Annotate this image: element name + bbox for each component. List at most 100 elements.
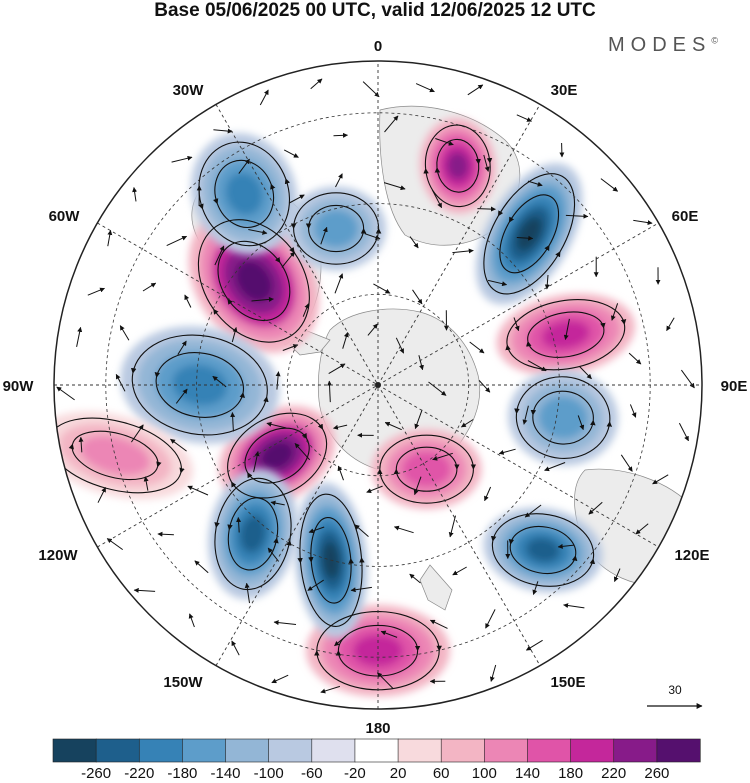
lon-label-150e: 150E xyxy=(550,674,585,691)
wind-arrow xyxy=(56,386,75,401)
wind-arrow xyxy=(78,436,84,453)
lon-label-30w: 30W xyxy=(173,82,205,99)
wind-arrow xyxy=(170,438,187,452)
wind-arrow xyxy=(251,296,274,302)
wind-arrow xyxy=(350,586,372,593)
streamline xyxy=(227,262,291,322)
wind-arrow xyxy=(367,323,378,336)
wind-arrow xyxy=(452,566,467,576)
positive-anomaly-center xyxy=(419,117,496,214)
streamline xyxy=(530,390,594,421)
streamline xyxy=(197,219,295,310)
wind-arrow xyxy=(633,219,653,226)
wind-arrow xyxy=(267,547,279,562)
wind-arrow xyxy=(380,630,398,638)
streamline xyxy=(305,204,365,230)
wind-arrow xyxy=(307,579,324,591)
colorbar-swatch xyxy=(397,738,442,763)
wind-arrow xyxy=(334,635,347,647)
wind-arrow xyxy=(620,454,633,472)
streamline-loop xyxy=(54,417,185,494)
streamline-loop xyxy=(505,299,627,371)
streamline xyxy=(499,221,550,274)
anomaly-contour-band xyxy=(526,537,560,563)
wind-arrow xyxy=(524,504,542,518)
wind-arrow xyxy=(452,248,474,254)
anomaly-contour-band xyxy=(260,441,294,470)
wind-arrow xyxy=(166,235,188,247)
streamline xyxy=(379,434,477,470)
wind-arrow xyxy=(409,236,419,249)
wind-arrow xyxy=(513,317,520,332)
wind-arrow xyxy=(175,388,188,404)
wind-arrow xyxy=(328,363,346,375)
vector-scale-label: 30 xyxy=(668,683,682,697)
streamline xyxy=(434,163,480,193)
anomaly-contour-band xyxy=(235,260,273,302)
colorbar-tick-label: 100 xyxy=(471,765,497,782)
wind-arrow xyxy=(383,182,406,191)
colorbar-tick-label: 60 xyxy=(432,765,450,782)
longitude-labels: 0 30E 60E 90E 120E 150E 180 150W 120W 90… xyxy=(3,38,748,737)
wind-arrow xyxy=(666,317,675,332)
wind-arrow xyxy=(393,525,414,534)
colorbar-swatch xyxy=(527,738,572,763)
wind-arrow xyxy=(87,287,105,296)
wind-arrow xyxy=(334,273,344,294)
colorbar-tick-label: 220 xyxy=(601,765,627,782)
wind-arrow xyxy=(253,451,260,473)
colorbar-tick-label: 20 xyxy=(389,765,407,782)
colorbar-tick-label: 260 xyxy=(644,765,670,782)
wind-arrow xyxy=(76,326,83,348)
wind-arrow xyxy=(577,415,585,431)
streamline-loop xyxy=(297,493,365,627)
wind-arrow xyxy=(384,422,402,431)
wind-arrow xyxy=(281,251,295,268)
colorbar-swatch xyxy=(52,738,97,763)
copyright-mark: © xyxy=(711,35,718,46)
wind-arrow xyxy=(628,352,642,365)
new-zealand-outline xyxy=(419,564,453,611)
wind-arrow xyxy=(143,476,149,491)
vector-scale: 30 xyxy=(647,683,703,709)
wind-arrow xyxy=(97,487,107,503)
streamline xyxy=(230,428,328,499)
wind-arrow xyxy=(527,360,547,372)
wind-arrow xyxy=(415,83,435,93)
wind-arrow xyxy=(532,581,539,595)
disc-border xyxy=(53,60,703,710)
wind-arrow xyxy=(283,149,299,158)
streamline xyxy=(337,624,421,652)
wind-arrow xyxy=(384,115,399,133)
streamline xyxy=(436,138,481,168)
streamline xyxy=(308,227,367,253)
colorbar-swatch xyxy=(311,738,356,763)
streamline-loop xyxy=(214,477,292,591)
streamline xyxy=(506,299,627,346)
wind-arrow xyxy=(516,114,532,122)
wind-arrow xyxy=(563,603,585,609)
wind-arrow xyxy=(333,132,348,138)
anomaly-contour-band xyxy=(80,435,150,475)
wind-arrow xyxy=(484,486,492,502)
colorbar-tick-label: -220 xyxy=(124,765,155,782)
anomaly-contour-band xyxy=(516,216,543,251)
anomaly-contour-band xyxy=(446,152,469,180)
wind-arrow xyxy=(248,229,268,235)
wind-arrow xyxy=(635,523,649,535)
wind-arrow xyxy=(600,178,618,192)
colorbar-swatch xyxy=(95,738,140,763)
anomaly-contour-band xyxy=(313,209,359,248)
wind-arrow xyxy=(460,419,474,428)
map-title: Base 05/06/2025 00 UTC, valid 12/06/2025… xyxy=(154,0,596,21)
wind-arrow xyxy=(342,332,349,349)
wind-arrow xyxy=(184,294,192,308)
positive-anomaly-center xyxy=(54,411,194,500)
streamline-loop xyxy=(423,124,493,208)
wind-arrow xyxy=(282,344,299,351)
wind-arrow xyxy=(320,685,341,694)
streamline xyxy=(154,352,245,393)
wind-arrow xyxy=(516,235,534,241)
wind-arrow xyxy=(230,412,236,432)
streamline xyxy=(505,324,626,371)
